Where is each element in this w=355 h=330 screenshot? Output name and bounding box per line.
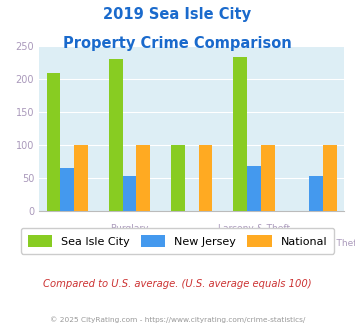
Bar [47, 73, 60, 211]
Bar [261, 145, 274, 211]
Text: Arson: Arson [179, 239, 204, 248]
Bar [323, 145, 337, 211]
Text: All Property Crime: All Property Crime [26, 239, 108, 248]
Bar [109, 59, 122, 211]
Bar [171, 145, 185, 211]
Bar [74, 145, 88, 211]
Text: Motor Vehicle Theft: Motor Vehicle Theft [272, 239, 355, 248]
Text: Burglary: Burglary [110, 224, 149, 233]
Text: Larceny & Theft: Larceny & Theft [218, 224, 290, 233]
Bar [122, 176, 136, 211]
Bar [198, 145, 212, 211]
Bar [234, 57, 247, 211]
Text: Compared to U.S. average. (U.S. average equals 100): Compared to U.S. average. (U.S. average … [43, 279, 312, 289]
Bar [60, 168, 74, 211]
Legend: Sea Isle City, New Jersey, National: Sea Isle City, New Jersey, National [21, 228, 334, 254]
Bar [310, 176, 323, 211]
Bar [247, 166, 261, 211]
Text: Property Crime Comparison: Property Crime Comparison [63, 36, 292, 51]
Text: 2019 Sea Isle City: 2019 Sea Isle City [103, 7, 252, 21]
Text: © 2025 CityRating.com - https://www.cityrating.com/crime-statistics/: © 2025 CityRating.com - https://www.city… [50, 317, 305, 323]
Bar [136, 145, 150, 211]
